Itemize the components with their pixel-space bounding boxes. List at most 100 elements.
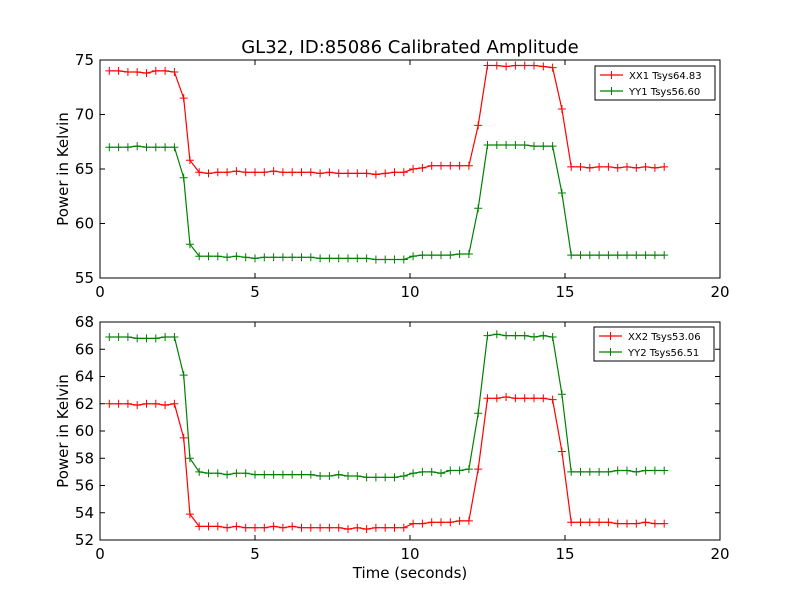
data-point-marker <box>362 254 371 263</box>
data-point-marker <box>455 161 464 170</box>
legend-entry-label: XX2 Tsys53.06 <box>628 332 701 343</box>
legend-swatch-marker <box>607 71 616 79</box>
data-point-marker <box>539 142 548 151</box>
data-point-marker <box>502 141 511 150</box>
data-point-marker <box>576 518 585 527</box>
data-point-marker <box>142 334 151 343</box>
data-point-marker <box>223 253 232 262</box>
data-point-marker <box>576 251 585 260</box>
data-point-marker <box>316 254 325 263</box>
data-point-marker <box>585 518 594 527</box>
data-point-marker <box>105 143 114 152</box>
data-point-marker <box>585 251 594 260</box>
data-point-marker <box>123 399 132 408</box>
data-point-marker <box>195 168 204 177</box>
x-tick-label: 0 <box>95 283 105 301</box>
data-point-marker <box>185 454 194 463</box>
data-point-marker <box>390 523 399 532</box>
data-point-marker <box>114 332 123 341</box>
data-point-marker <box>623 162 631 171</box>
data-point-marker <box>371 255 380 264</box>
data-point-marker <box>613 519 622 528</box>
y-tick-label: 60 <box>75 422 94 440</box>
data-point-marker <box>418 519 427 528</box>
data-point-marker <box>660 162 669 171</box>
data-point-marker <box>334 523 343 532</box>
data-point-marker <box>232 522 241 531</box>
data-point-marker <box>288 522 297 531</box>
data-point-marker <box>557 390 566 399</box>
data-point-marker <box>530 332 538 341</box>
data-point-marker <box>437 251 445 260</box>
data-point-marker <box>474 465 483 474</box>
data-point-marker <box>613 163 622 172</box>
data-point-marker <box>613 251 622 260</box>
data-point-marker <box>502 62 511 71</box>
figure-title: GL32, ID:85086 Calibrated Amplitude <box>241 37 579 58</box>
data-point-marker <box>213 522 222 531</box>
data-point-marker <box>650 466 659 475</box>
data-point-marker <box>576 162 585 171</box>
data-point-marker <box>409 469 418 478</box>
data-point-marker <box>195 467 204 476</box>
data-point-marker <box>446 466 455 475</box>
data-point-marker <box>520 141 529 150</box>
data-point-marker <box>325 471 334 480</box>
data-point-marker <box>223 523 232 532</box>
data-point-marker <box>409 519 418 528</box>
data-point-marker <box>353 254 362 263</box>
y-tick-label: 75 <box>75 51 94 69</box>
data-point-marker <box>464 161 473 170</box>
data-point-marker <box>483 61 492 70</box>
data-point-marker <box>251 470 259 479</box>
data-point-marker <box>390 168 399 177</box>
data-point-marker <box>399 523 408 532</box>
data-point-marker <box>604 518 613 527</box>
data-point-marker <box>371 473 380 482</box>
data-point-marker <box>548 142 557 151</box>
data-point-marker <box>474 409 483 418</box>
data-point-marker <box>539 394 548 403</box>
data-point-marker <box>427 161 436 170</box>
data-point-marker <box>269 522 278 531</box>
data-point-marker <box>641 518 650 527</box>
data-point-marker <box>179 173 188 182</box>
data-point-marker <box>511 394 520 403</box>
data-point-marker <box>502 392 511 401</box>
data-point-marker <box>362 169 371 178</box>
data-point-marker <box>185 240 194 249</box>
data-point-marker <box>390 255 399 264</box>
data-point-marker <box>530 61 538 70</box>
data-point-marker <box>251 168 259 177</box>
data-point-marker <box>650 251 659 260</box>
data-point-marker <box>195 522 204 531</box>
data-point-marker <box>567 467 576 476</box>
data-point-marker <box>179 371 188 380</box>
data-point-marker <box>585 467 594 476</box>
data-point-marker <box>409 252 418 261</box>
data-point-marker <box>502 331 511 340</box>
data-point-marker <box>492 141 501 150</box>
data-point-marker <box>241 523 250 532</box>
legend-entry-label: YY1 Tsys56.60 <box>628 87 700 98</box>
data-point-marker <box>260 253 269 262</box>
data-point-marker <box>232 252 241 261</box>
data-point-marker <box>241 253 250 262</box>
data-point-marker <box>278 168 287 177</box>
data-point-marker <box>604 162 613 171</box>
data-point-marker <box>511 141 520 150</box>
data-point-marker <box>142 143 151 152</box>
legend: XX1 Tsys64.83 YY1 Tsys56.60 <box>594 65 716 101</box>
data-point-marker <box>418 163 427 172</box>
legend-swatch-marker <box>607 87 616 95</box>
data-point-marker <box>213 252 222 261</box>
data-point-marker <box>353 471 362 480</box>
data-point-marker <box>660 251 669 260</box>
data-point-marker <box>483 331 492 340</box>
data-point-marker <box>632 519 641 528</box>
data-point-marker <box>632 163 641 172</box>
legend-box <box>594 65 716 101</box>
data-point-marker <box>232 469 241 478</box>
data-point-marker <box>344 254 352 263</box>
